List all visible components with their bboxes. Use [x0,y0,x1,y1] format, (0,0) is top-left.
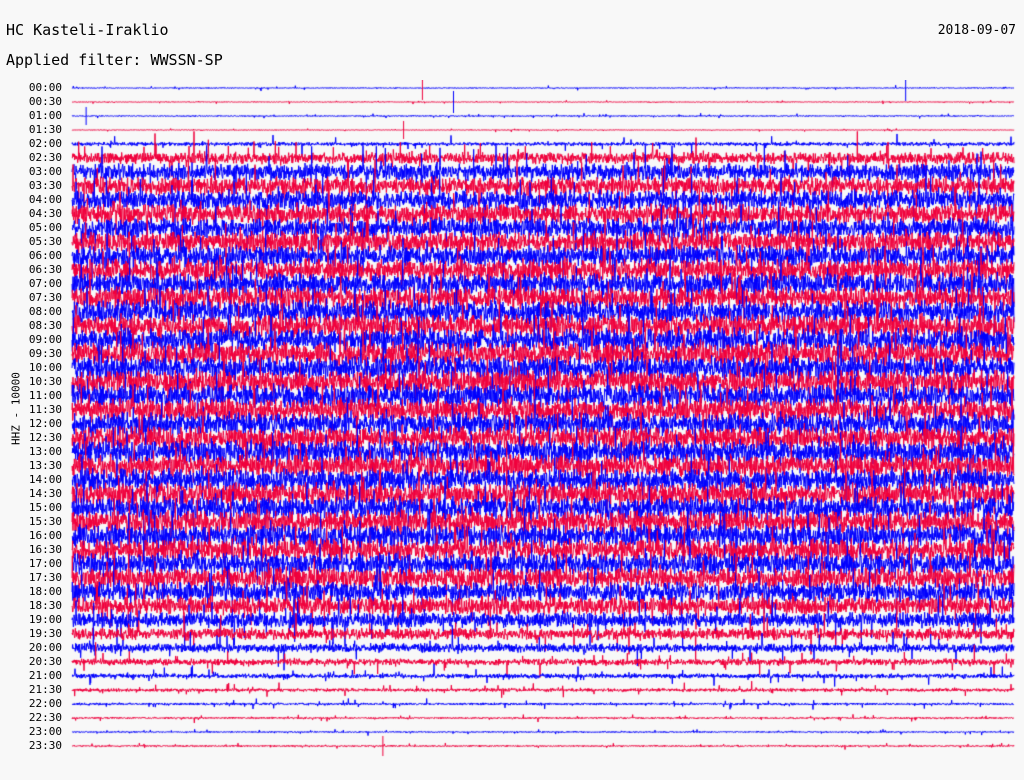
time-tick-label: 17:00 [28,557,62,570]
time-tick-label: 07:30 [28,291,62,304]
time-tick-label: 21:30 [28,683,62,696]
time-tick-label: 08:30 [28,319,62,332]
time-tick-label: 15:00 [28,501,62,514]
time-tick-label: 11:00 [28,389,62,402]
time-tick-label: 21:00 [28,669,62,682]
time-tick-label: 02:00 [28,137,62,150]
record-date: 2018-09-07 [937,23,1016,38]
time-tick-label: 05:00 [28,221,62,234]
time-tick-label: 19:00 [28,613,62,626]
time-tick-label: 04:30 [28,207,62,220]
time-tick-label: 02:30 [28,151,62,164]
time-tick-label: 18:30 [28,599,62,612]
time-tick-label: 10:00 [28,361,62,374]
time-tick-label: 12:30 [28,431,62,444]
time-tick-label: 08:00 [28,305,62,318]
time-tick-label: 13:30 [28,459,62,472]
time-tick-label: 14:30 [28,487,62,500]
time-tick-label: 15:30 [28,515,62,528]
time-tick-label: 11:30 [28,403,62,416]
time-tick-label: 20:00 [28,641,62,654]
time-tick-label: 17:30 [28,571,62,584]
time-tick-label: 01:00 [28,109,62,122]
time-tick-label: 03:00 [28,165,62,178]
time-axis: 00:00 00:30 01:00 01:30 02:00 02:30 03:00 03:30… [0,80,66,770]
time-tick-label: 18:00 [28,585,62,598]
time-tick-label: 23:00 [28,725,62,738]
time-tick-label: 22:30 [28,711,62,724]
time-tick-label: 14:00 [28,473,62,486]
seismogram-plot [70,80,1016,772]
time-tick-label: 16:00 [28,529,62,542]
time-tick-label: 23:30 [28,739,62,752]
time-tick-label: 04:00 [28,193,62,206]
time-tick-label: 20:30 [28,655,62,668]
time-tick-label: 03:30 [28,179,62,192]
time-tick-label: 09:00 [28,333,62,346]
time-tick-label: 01:30 [28,123,62,136]
time-tick-label: 13:00 [28,445,62,458]
time-tick-label: 05:30 [28,235,62,248]
time-tick-label: 06:30 [28,263,62,276]
time-tick-label: 16:30 [28,543,62,556]
time-tick-label: 00:30 [28,95,62,108]
time-tick-label: 00:00 [28,81,62,94]
time-tick-label: 12:00 [28,417,62,430]
time-tick-label: 06:00 [28,249,62,262]
time-tick-label: 19:30 [28,627,62,640]
applied-filter-label: Applied filter: WWSSN-SP [6,51,223,69]
time-tick-label: 10:30 [28,375,62,388]
time-tick-label: 07:00 [28,277,62,290]
seismogram-canvas [70,80,1016,772]
time-tick-label: 22:00 [28,697,62,710]
time-tick-label: 09:30 [28,347,62,360]
page-title: HC Kasteli-Iraklio [6,21,169,39]
